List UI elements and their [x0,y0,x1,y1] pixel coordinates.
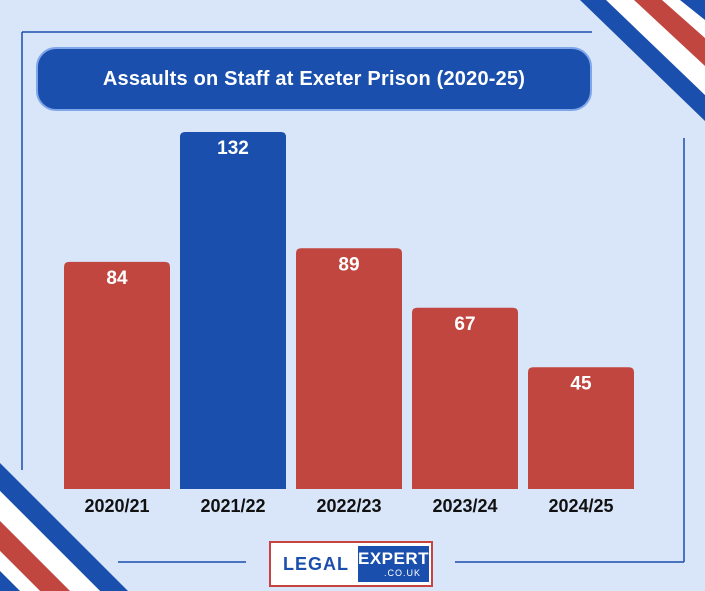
x-tick-label: 2021/22 [200,496,265,516]
chart-title-banner: Assaults on Staff at Exeter Prison (2020… [36,47,592,111]
legal-expert-logo: LEGAL EXPERT .CO.UK [269,541,433,587]
bar-2022-23 [296,248,402,489]
logo-expert-text: EXPERT [358,549,430,568]
data-label: 132 [217,138,249,159]
logo-legal-text: LEGAL [283,553,349,574]
bar-2020-21 [64,261,170,489]
data-label: 89 [338,254,359,275]
x-tick-label: 2022/23 [316,496,381,516]
corner-stripes-top-right [580,0,705,121]
chart-title: Assaults on Staff at Exeter Prison (2020… [102,67,526,90]
logo-expert-block: EXPERT .CO.UK [358,546,430,582]
data-label: 84 [106,268,128,289]
data-label: 67 [454,314,475,335]
corner-stripes-bottom-left [0,463,128,591]
x-tick-label: 2023/24 [432,496,497,516]
data-label: 45 [570,373,592,394]
bar-2024-25 [528,367,634,489]
logo-domain-text: .CO.UK [384,568,422,578]
x-tick-label: 2024/25 [548,496,613,516]
x-tick-label: 2020/21 [84,496,149,516]
bar-2021-22 [180,132,286,489]
bar-2023-24 [412,307,518,489]
